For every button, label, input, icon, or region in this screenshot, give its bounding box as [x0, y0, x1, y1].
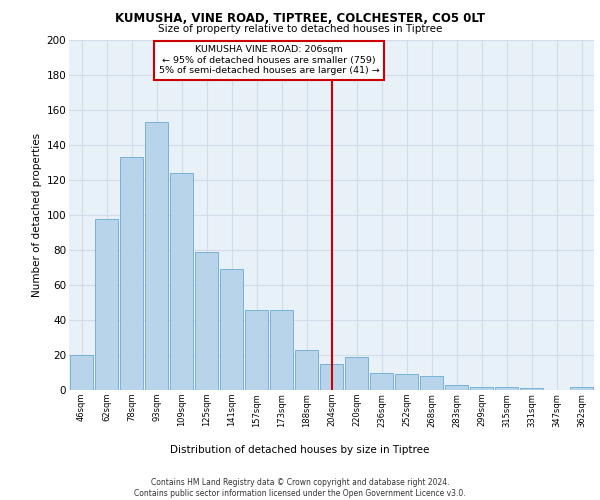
- Bar: [570, 386, 593, 390]
- Bar: [470, 386, 493, 390]
- Bar: [495, 386, 518, 390]
- Bar: [120, 157, 143, 390]
- Bar: [220, 269, 243, 390]
- Bar: [95, 218, 118, 390]
- Bar: [195, 252, 218, 390]
- Y-axis label: Number of detached properties: Number of detached properties: [32, 133, 43, 297]
- Bar: [270, 310, 293, 390]
- Text: Distribution of detached houses by size in Tiptree: Distribution of detached houses by size …: [170, 445, 430, 455]
- Bar: [420, 376, 443, 390]
- Bar: [295, 350, 318, 390]
- Bar: [445, 385, 468, 390]
- Bar: [520, 388, 543, 390]
- Bar: [170, 173, 193, 390]
- Text: KUMUSHA, VINE ROAD, TIPTREE, COLCHESTER, CO5 0LT: KUMUSHA, VINE ROAD, TIPTREE, COLCHESTER,…: [115, 12, 485, 26]
- Bar: [320, 364, 343, 390]
- Bar: [370, 372, 393, 390]
- Bar: [345, 357, 368, 390]
- Bar: [395, 374, 418, 390]
- Text: KUMUSHA VINE ROAD: 206sqm
← 95% of detached houses are smaller (759)
5% of semi-: KUMUSHA VINE ROAD: 206sqm ← 95% of detac…: [158, 46, 379, 75]
- Bar: [145, 122, 168, 390]
- Bar: [245, 310, 268, 390]
- Text: Size of property relative to detached houses in Tiptree: Size of property relative to detached ho…: [158, 24, 442, 34]
- Bar: [70, 355, 93, 390]
- Text: Contains HM Land Registry data © Crown copyright and database right 2024.
Contai: Contains HM Land Registry data © Crown c…: [134, 478, 466, 498]
